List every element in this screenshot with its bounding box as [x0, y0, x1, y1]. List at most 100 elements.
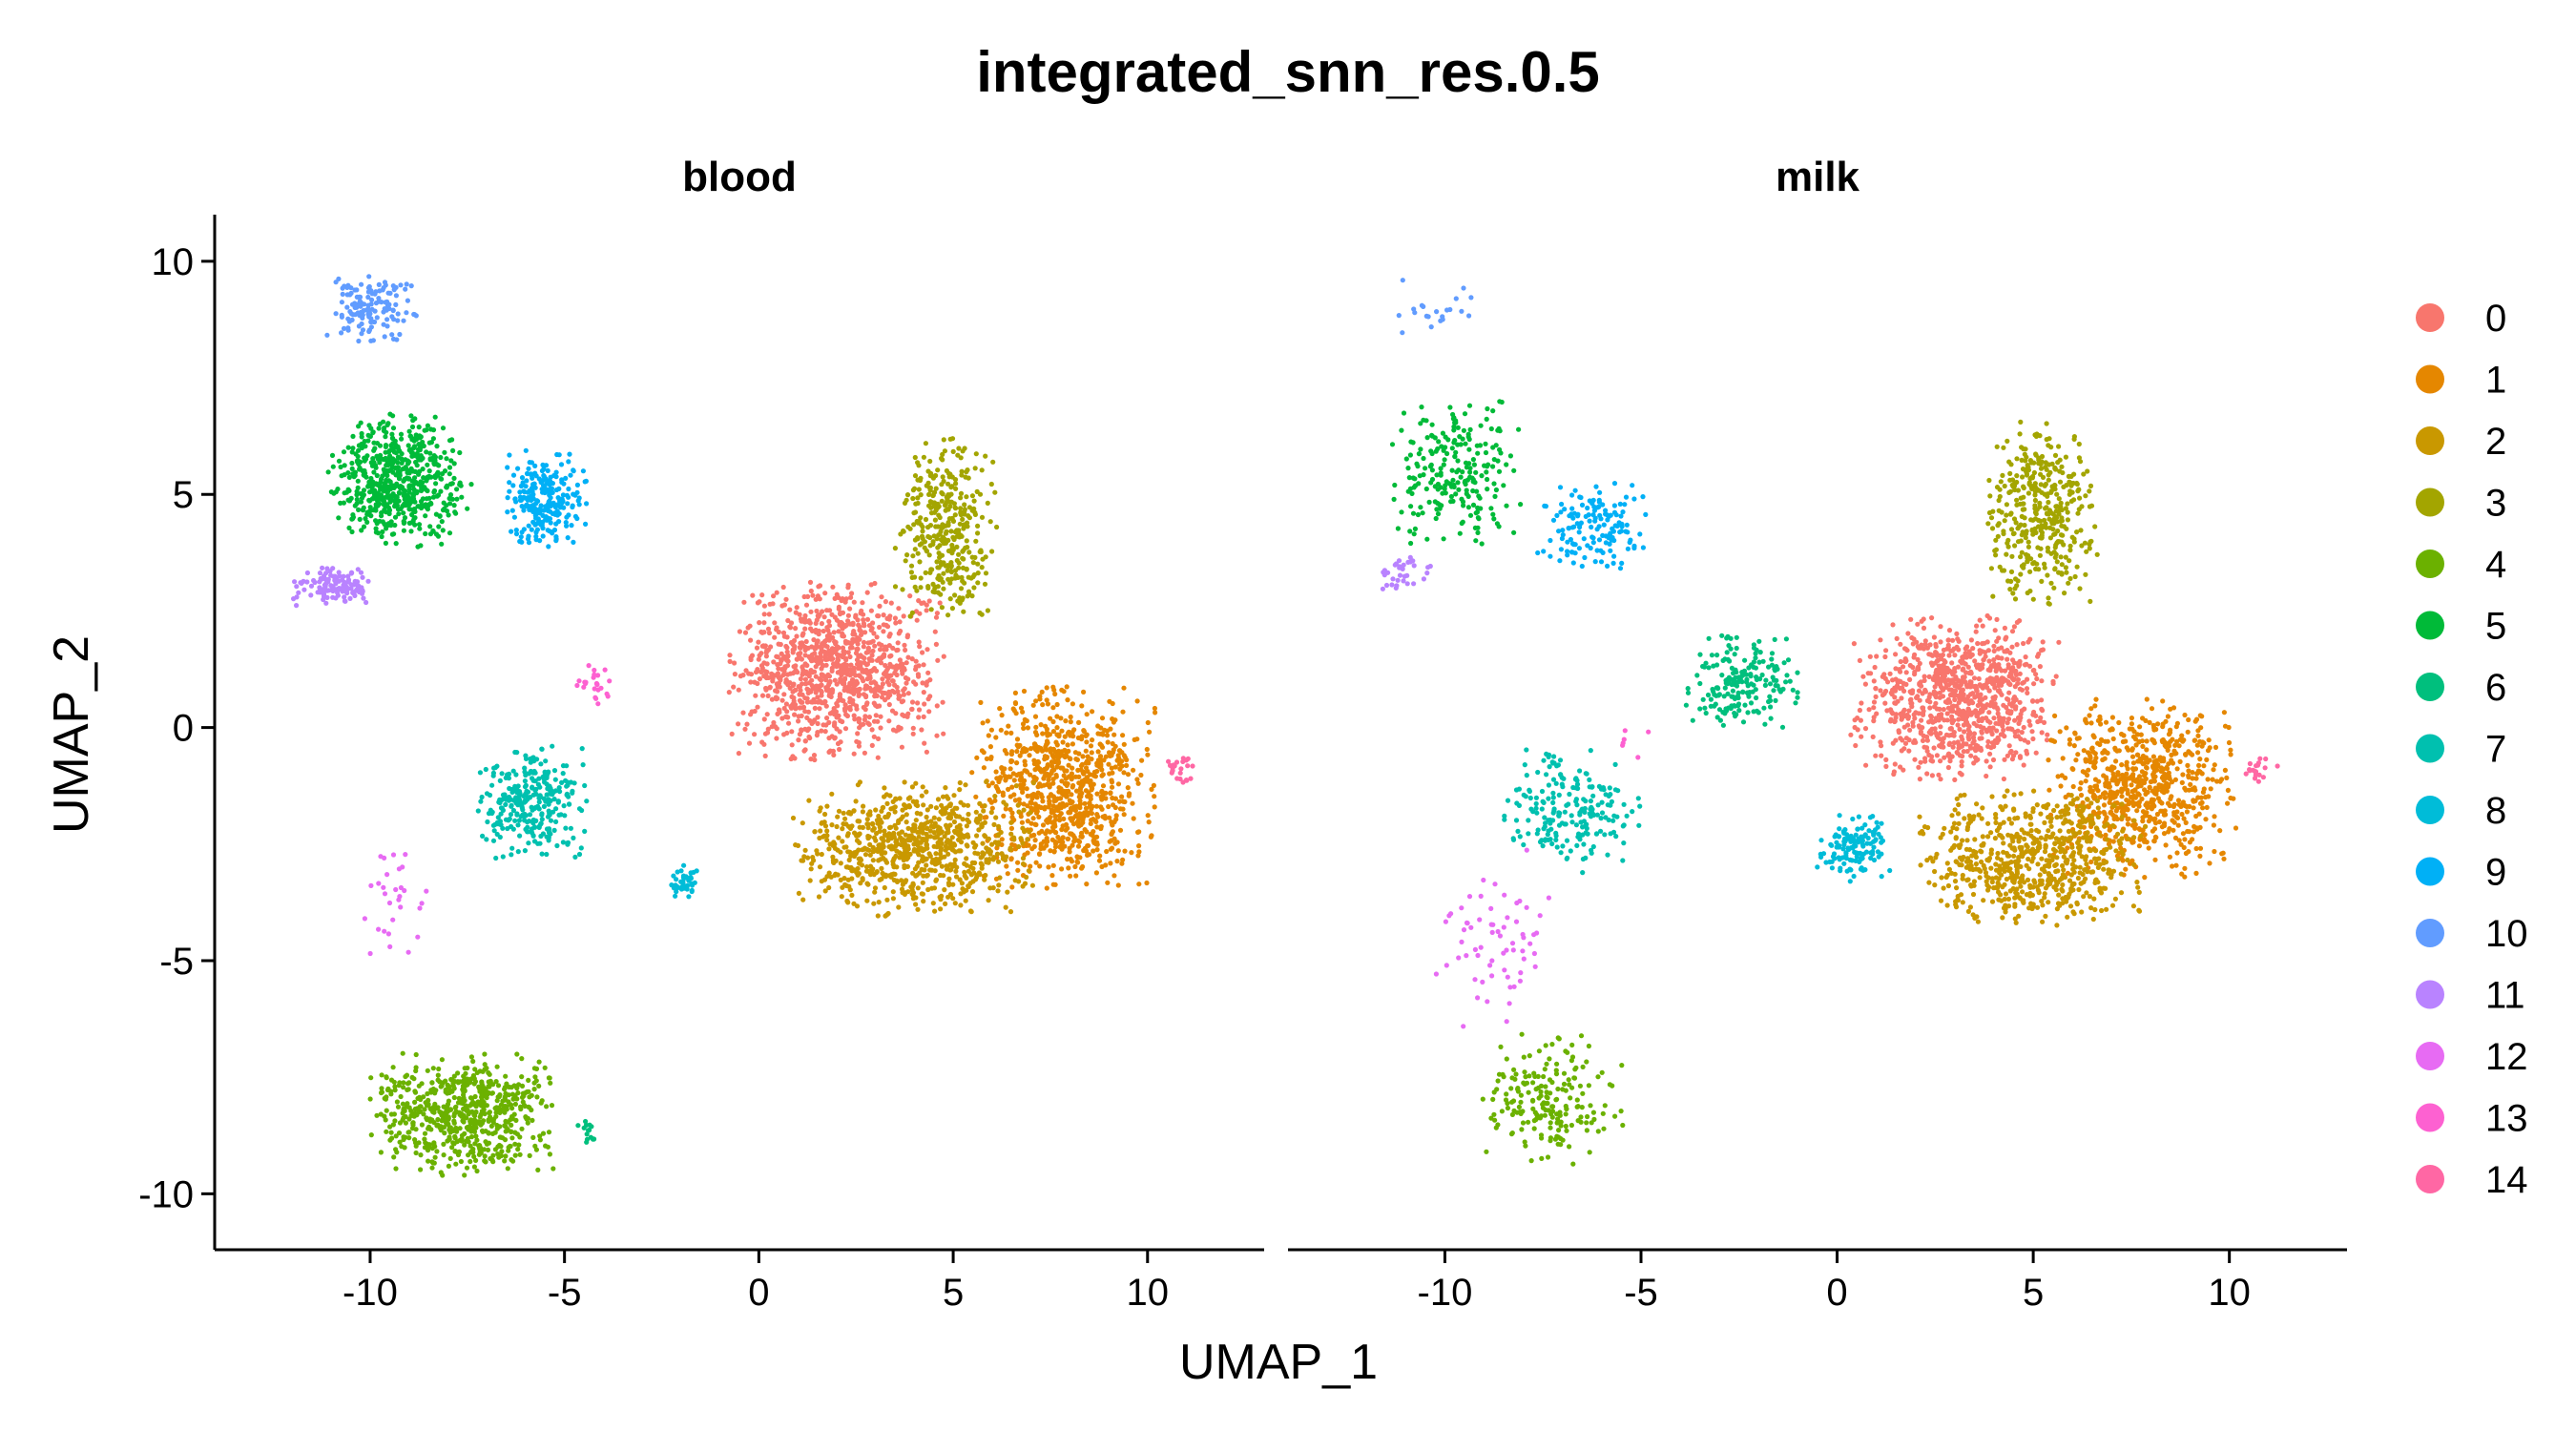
point	[920, 880, 925, 885]
point	[939, 802, 945, 808]
point	[951, 819, 958, 825]
point	[1089, 750, 1094, 756]
point	[1037, 863, 1043, 869]
point	[969, 493, 976, 499]
point	[526, 1089, 531, 1094]
point	[746, 740, 753, 746]
point	[793, 610, 799, 615]
point	[449, 1145, 455, 1151]
point	[943, 847, 948, 853]
point	[1032, 838, 1038, 843]
point	[540, 462, 546, 467]
point	[464, 1115, 469, 1121]
point	[446, 1089, 452, 1095]
point	[532, 512, 538, 519]
point	[400, 457, 405, 463]
point	[991, 821, 997, 828]
point	[857, 636, 862, 642]
point	[530, 830, 535, 836]
point	[949, 835, 955, 840]
point	[942, 448, 948, 454]
point	[940, 699, 945, 705]
point	[1109, 830, 1115, 836]
point	[882, 884, 887, 891]
point	[832, 677, 838, 683]
point	[952, 477, 959, 483]
point	[910, 881, 916, 888]
point	[799, 699, 804, 705]
point	[740, 710, 746, 716]
point	[875, 736, 882, 742]
point	[1039, 689, 1045, 695]
point	[431, 1141, 437, 1148]
point	[506, 1145, 511, 1151]
point	[530, 1117, 535, 1123]
point	[908, 570, 915, 575]
point	[1139, 757, 1145, 763]
point	[447, 495, 452, 502]
point	[901, 665, 907, 672]
point	[848, 689, 854, 695]
point	[925, 525, 931, 530]
point	[530, 1134, 536, 1140]
point	[441, 1141, 447, 1147]
point	[512, 1152, 518, 1158]
point	[800, 618, 806, 624]
point	[1050, 794, 1056, 799]
point	[847, 707, 853, 713]
point	[1146, 819, 1152, 825]
point	[840, 839, 845, 844]
point	[540, 774, 546, 780]
point	[982, 815, 987, 820]
point	[373, 529, 379, 535]
point	[922, 740, 927, 746]
point	[959, 472, 965, 478]
point	[446, 1163, 451, 1169]
point	[941, 586, 946, 591]
point	[959, 881, 966, 886]
point	[1087, 803, 1092, 809]
point	[1033, 724, 1039, 730]
point	[509, 1129, 514, 1134]
point	[498, 1134, 504, 1140]
point	[341, 500, 346, 506]
point	[1104, 848, 1110, 855]
point	[765, 693, 771, 699]
point	[903, 647, 908, 653]
point	[390, 1065, 396, 1070]
point	[851, 853, 858, 860]
point	[401, 1115, 406, 1121]
point	[1028, 833, 1034, 839]
point	[570, 503, 575, 508]
point	[412, 1099, 418, 1105]
point	[1000, 793, 1006, 798]
point	[793, 706, 799, 712]
point	[866, 715, 873, 720]
point	[1049, 873, 1055, 879]
point	[1011, 837, 1017, 842]
point	[1045, 828, 1050, 834]
point	[988, 481, 994, 487]
point	[1069, 777, 1074, 782]
point	[797, 653, 802, 659]
point	[537, 1137, 544, 1143]
point	[800, 668, 806, 674]
point	[982, 833, 987, 839]
point	[1008, 819, 1014, 825]
point	[979, 748, 985, 754]
point	[576, 495, 582, 501]
point	[849, 876, 855, 881]
point	[956, 551, 962, 557]
point	[468, 482, 474, 487]
point	[492, 821, 498, 827]
point	[1028, 810, 1033, 816]
point	[1021, 725, 1027, 732]
point	[980, 556, 986, 562]
point	[769, 671, 775, 676]
point	[1020, 721, 1027, 727]
point	[826, 736, 832, 741]
point	[570, 788, 575, 795]
point	[394, 1099, 400, 1105]
point	[487, 1110, 492, 1115]
point	[569, 523, 574, 529]
